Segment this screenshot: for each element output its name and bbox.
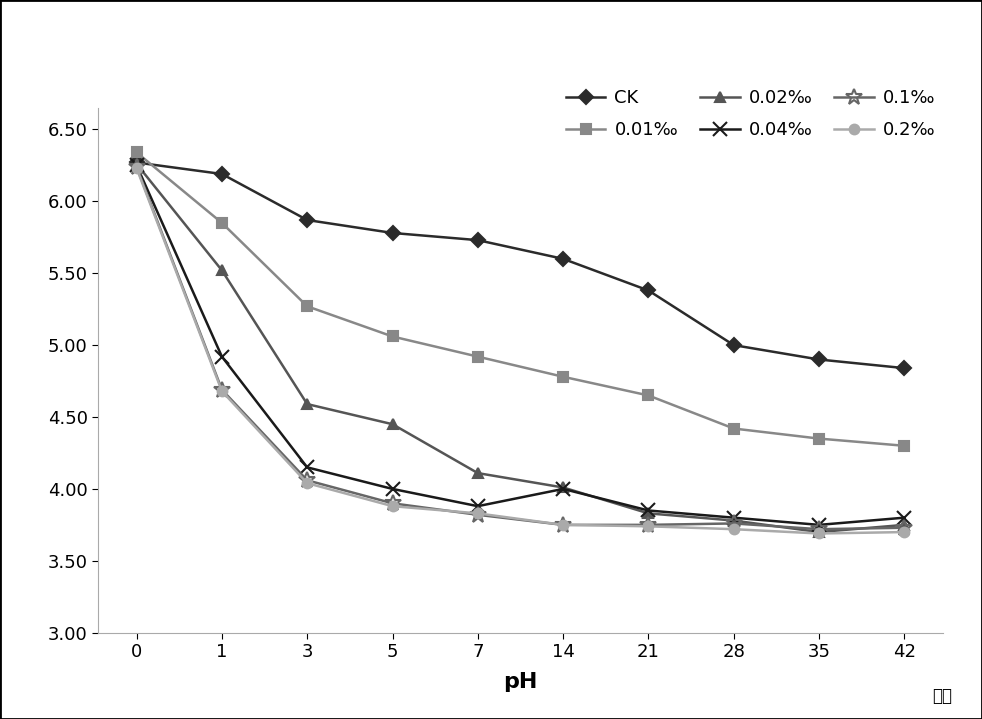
0.2‰: [557, 521, 569, 529]
0.2‰: [728, 525, 739, 533]
0.04‰: [642, 506, 654, 515]
Line: 0.01‰: 0.01‰: [132, 147, 909, 451]
Line: 0.02‰: 0.02‰: [132, 159, 909, 537]
0.1‰: [557, 521, 569, 529]
0.1‰: [472, 510, 484, 519]
0.1‰: [813, 525, 825, 533]
0.2‰: [301, 479, 313, 487]
CK: [899, 364, 910, 372]
0.02‰: [728, 516, 739, 525]
0.2‰: [216, 387, 228, 395]
0.1‰: [301, 476, 313, 485]
0.2‰: [131, 164, 142, 173]
CK: [387, 229, 399, 237]
0.02‰: [131, 160, 142, 168]
0.01‰: [728, 424, 739, 433]
CK: [301, 216, 313, 224]
0.02‰: [813, 528, 825, 536]
CK: [728, 341, 739, 349]
0.1‰: [131, 162, 142, 171]
0.2‰: [642, 522, 654, 531]
0.01‰: [813, 434, 825, 443]
0.1‰: [387, 499, 399, 508]
0.04‰: [728, 513, 739, 522]
Line: 0.2‰: 0.2‰: [132, 163, 909, 539]
CK: [813, 355, 825, 364]
Legend: CK, 0.01‰, 0.02‰, 0.04‰, 0.1‰, 0.2‰: CK, 0.01‰, 0.02‰, 0.04‰, 0.1‰, 0.2‰: [559, 82, 943, 147]
0.01‰: [557, 372, 569, 381]
0.2‰: [813, 529, 825, 538]
0.2‰: [387, 502, 399, 510]
0.02‰: [557, 483, 569, 492]
0.1‰: [216, 385, 228, 394]
0.1‰: [642, 521, 654, 529]
0.04‰: [216, 352, 228, 361]
0.04‰: [387, 485, 399, 493]
0.2‰: [899, 528, 910, 536]
0.1‰: [728, 519, 739, 528]
CK: [472, 236, 484, 244]
CK: [216, 170, 228, 178]
0.04‰: [557, 485, 569, 493]
0.04‰: [813, 521, 825, 529]
0.02‰: [387, 420, 399, 429]
0.01‰: [472, 352, 484, 361]
0.04‰: [899, 513, 910, 522]
0.02‰: [216, 266, 228, 275]
0.04‰: [301, 463, 313, 472]
0.2‰: [472, 509, 484, 518]
0.01‰: [899, 441, 910, 450]
CK: [131, 158, 142, 167]
Line: 0.04‰: 0.04‰: [130, 158, 911, 532]
0.1‰: [899, 523, 910, 532]
0.01‰: [642, 391, 654, 400]
0.02‰: [899, 521, 910, 529]
X-axis label: pH: pH: [503, 672, 538, 692]
Text: 天数: 天数: [933, 687, 953, 705]
0.01‰: [301, 302, 313, 311]
CK: [642, 286, 654, 295]
0.01‰: [216, 219, 228, 227]
0.01‰: [131, 148, 142, 157]
0.02‰: [301, 400, 313, 408]
CK: [557, 255, 569, 263]
0.04‰: [472, 502, 484, 510]
0.02‰: [642, 509, 654, 518]
0.04‰: [131, 161, 142, 170]
0.01‰: [387, 332, 399, 341]
Line: 0.1‰: 0.1‰: [129, 158, 912, 538]
0.02‰: [472, 469, 484, 477]
Line: CK: CK: [132, 157, 909, 373]
